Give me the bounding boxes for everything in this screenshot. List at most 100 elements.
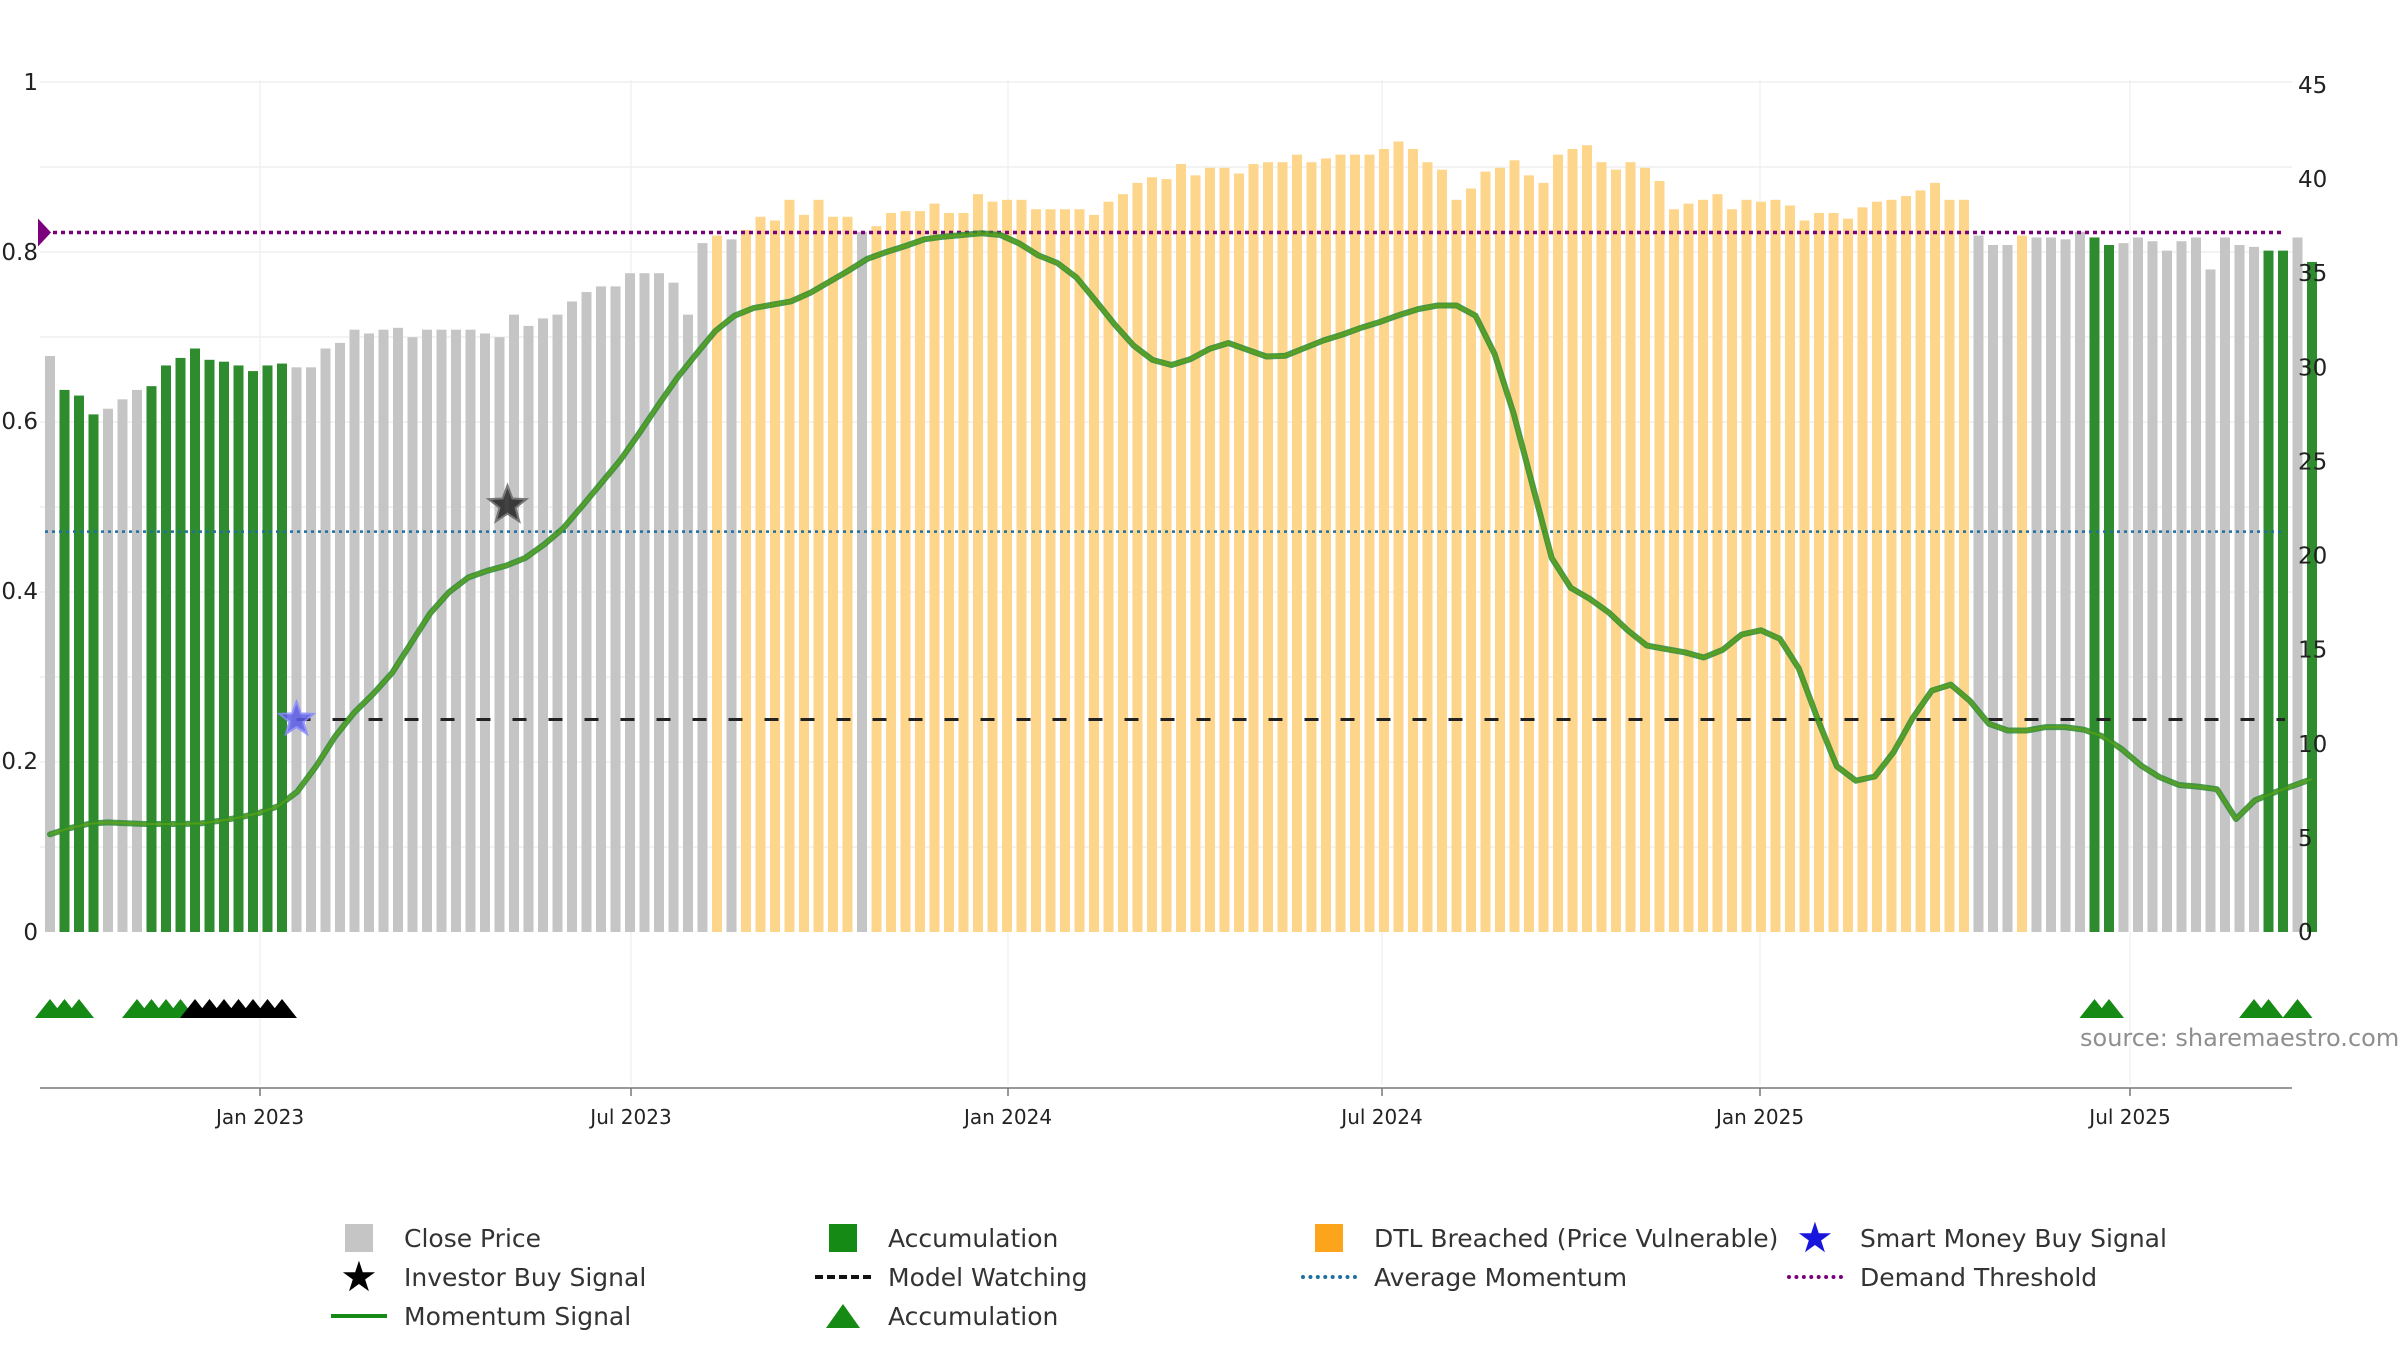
price-bar	[59, 389, 70, 932]
price-bar	[523, 325, 534, 932]
price-bar	[538, 318, 548, 932]
price-bar	[204, 359, 215, 932]
price-bar	[509, 314, 519, 932]
price-bar	[915, 211, 925, 932]
price-bar	[784, 199, 795, 932]
x-tick-label: Jan 2025	[1714, 1105, 1804, 1129]
right-tick-label: 0	[2298, 920, 2313, 946]
price-bar	[1234, 173, 1244, 932]
left-tick-label: 0.6	[1, 409, 38, 435]
axes: Jan 2023 Jul 2023 Jan 2024 Jul 2024 Jan 2025…	[1, 70, 2327, 1129]
price-bar	[1901, 196, 1911, 932]
price-bar	[175, 357, 186, 932]
price-bar	[1045, 209, 1056, 932]
right-tick-label: 25	[2298, 449, 2327, 475]
price-bar	[1538, 182, 1549, 932]
price-bar	[74, 395, 84, 933]
price-bar	[973, 194, 983, 932]
price-bar	[2176, 241, 2187, 933]
price-bar	[1669, 209, 1679, 932]
price-bar	[248, 371, 258, 932]
right-tick-label: 35	[2298, 261, 2327, 287]
price-bar	[1857, 207, 1868, 932]
x-tick-label: Jan 2024	[962, 1105, 1052, 1129]
price-bar	[712, 235, 722, 933]
price-bar	[1930, 182, 1940, 932]
x-tick-label: Jan 2023	[214, 1105, 304, 1129]
left-tick-label: 0.8	[1, 240, 38, 266]
price-bar	[88, 414, 99, 932]
price-bar	[1350, 154, 1360, 933]
price-bar	[2220, 237, 2230, 932]
price-bar	[161, 365, 171, 932]
price-bar	[1582, 145, 1592, 933]
price-bar	[219, 361, 229, 933]
price-bar	[1524, 175, 1534, 932]
price-bar	[306, 367, 316, 932]
price-bar	[1973, 235, 1984, 933]
price-bar	[770, 220, 780, 932]
price-bar	[1683, 203, 1694, 932]
price-bar	[262, 365, 273, 932]
price-bar	[146, 386, 157, 933]
price-bar	[407, 337, 418, 932]
price-bar	[552, 314, 563, 932]
price-bar	[1886, 199, 1897, 932]
right-tick-label: 5	[2298, 826, 2313, 852]
price-bar	[2162, 250, 2172, 932]
price-bar	[1944, 199, 1955, 932]
price-bar	[1321, 158, 1331, 932]
price-bar	[2060, 239, 2071, 932]
price-bar	[741, 229, 751, 933]
price-bar	[1190, 175, 1201, 932]
x-tick-label: Jul 2025	[2087, 1105, 2170, 1129]
price-bar	[1277, 162, 1288, 932]
price-bar	[987, 201, 998, 933]
price-bar	[842, 216, 853, 932]
price-bar	[1335, 154, 1346, 933]
price-bar	[335, 342, 345, 932]
price-bar	[886, 212, 896, 933]
right-tick-label: 45	[2298, 73, 2327, 99]
demand-threshold-marker	[38, 218, 51, 247]
price-bar	[1292, 154, 1302, 933]
price-bar	[1060, 209, 1070, 932]
price-bar	[1625, 162, 1636, 932]
price-bar	[1408, 148, 1418, 933]
price-bar	[944, 212, 954, 933]
price-bar	[1422, 162, 1433, 932]
price-bar	[1509, 160, 1520, 933]
price-bar	[1089, 214, 1099, 932]
price-bar	[2118, 243, 2129, 932]
price-bar	[117, 399, 128, 932]
x-tick-label: Jul 2023	[588, 1105, 671, 1129]
price-bar	[1770, 199, 1781, 932]
price-bar	[1118, 194, 1128, 932]
accumulation-triangle	[2282, 999, 2313, 1018]
investor-buy-signal-star	[485, 482, 530, 524]
price-bar	[436, 329, 447, 932]
price-bar	[813, 199, 824, 932]
right-tick-label: 15	[2298, 638, 2327, 664]
price-bar	[1306, 162, 1317, 932]
price-bar	[2249, 246, 2259, 933]
price-bar	[654, 273, 664, 932]
price-bar	[1147, 177, 1157, 932]
price-bar	[1915, 190, 1926, 933]
price-bar	[596, 286, 606, 932]
price-bars	[45, 141, 2317, 933]
price-bar	[1161, 179, 1172, 933]
accumulation-triangle	[64, 999, 94, 1018]
signal-markers	[35, 482, 2313, 1018]
price-bar	[1176, 164, 1186, 932]
price-bar	[132, 389, 142, 932]
price-bar	[1480, 171, 1491, 933]
price-bar	[1814, 212, 1824, 933]
price-bar	[929, 203, 940, 932]
price-bar	[277, 363, 287, 933]
price-bar	[1698, 199, 1708, 932]
price-bar	[683, 314, 693, 932]
price-bar	[378, 329, 389, 932]
price-bar	[2075, 231, 2085, 932]
